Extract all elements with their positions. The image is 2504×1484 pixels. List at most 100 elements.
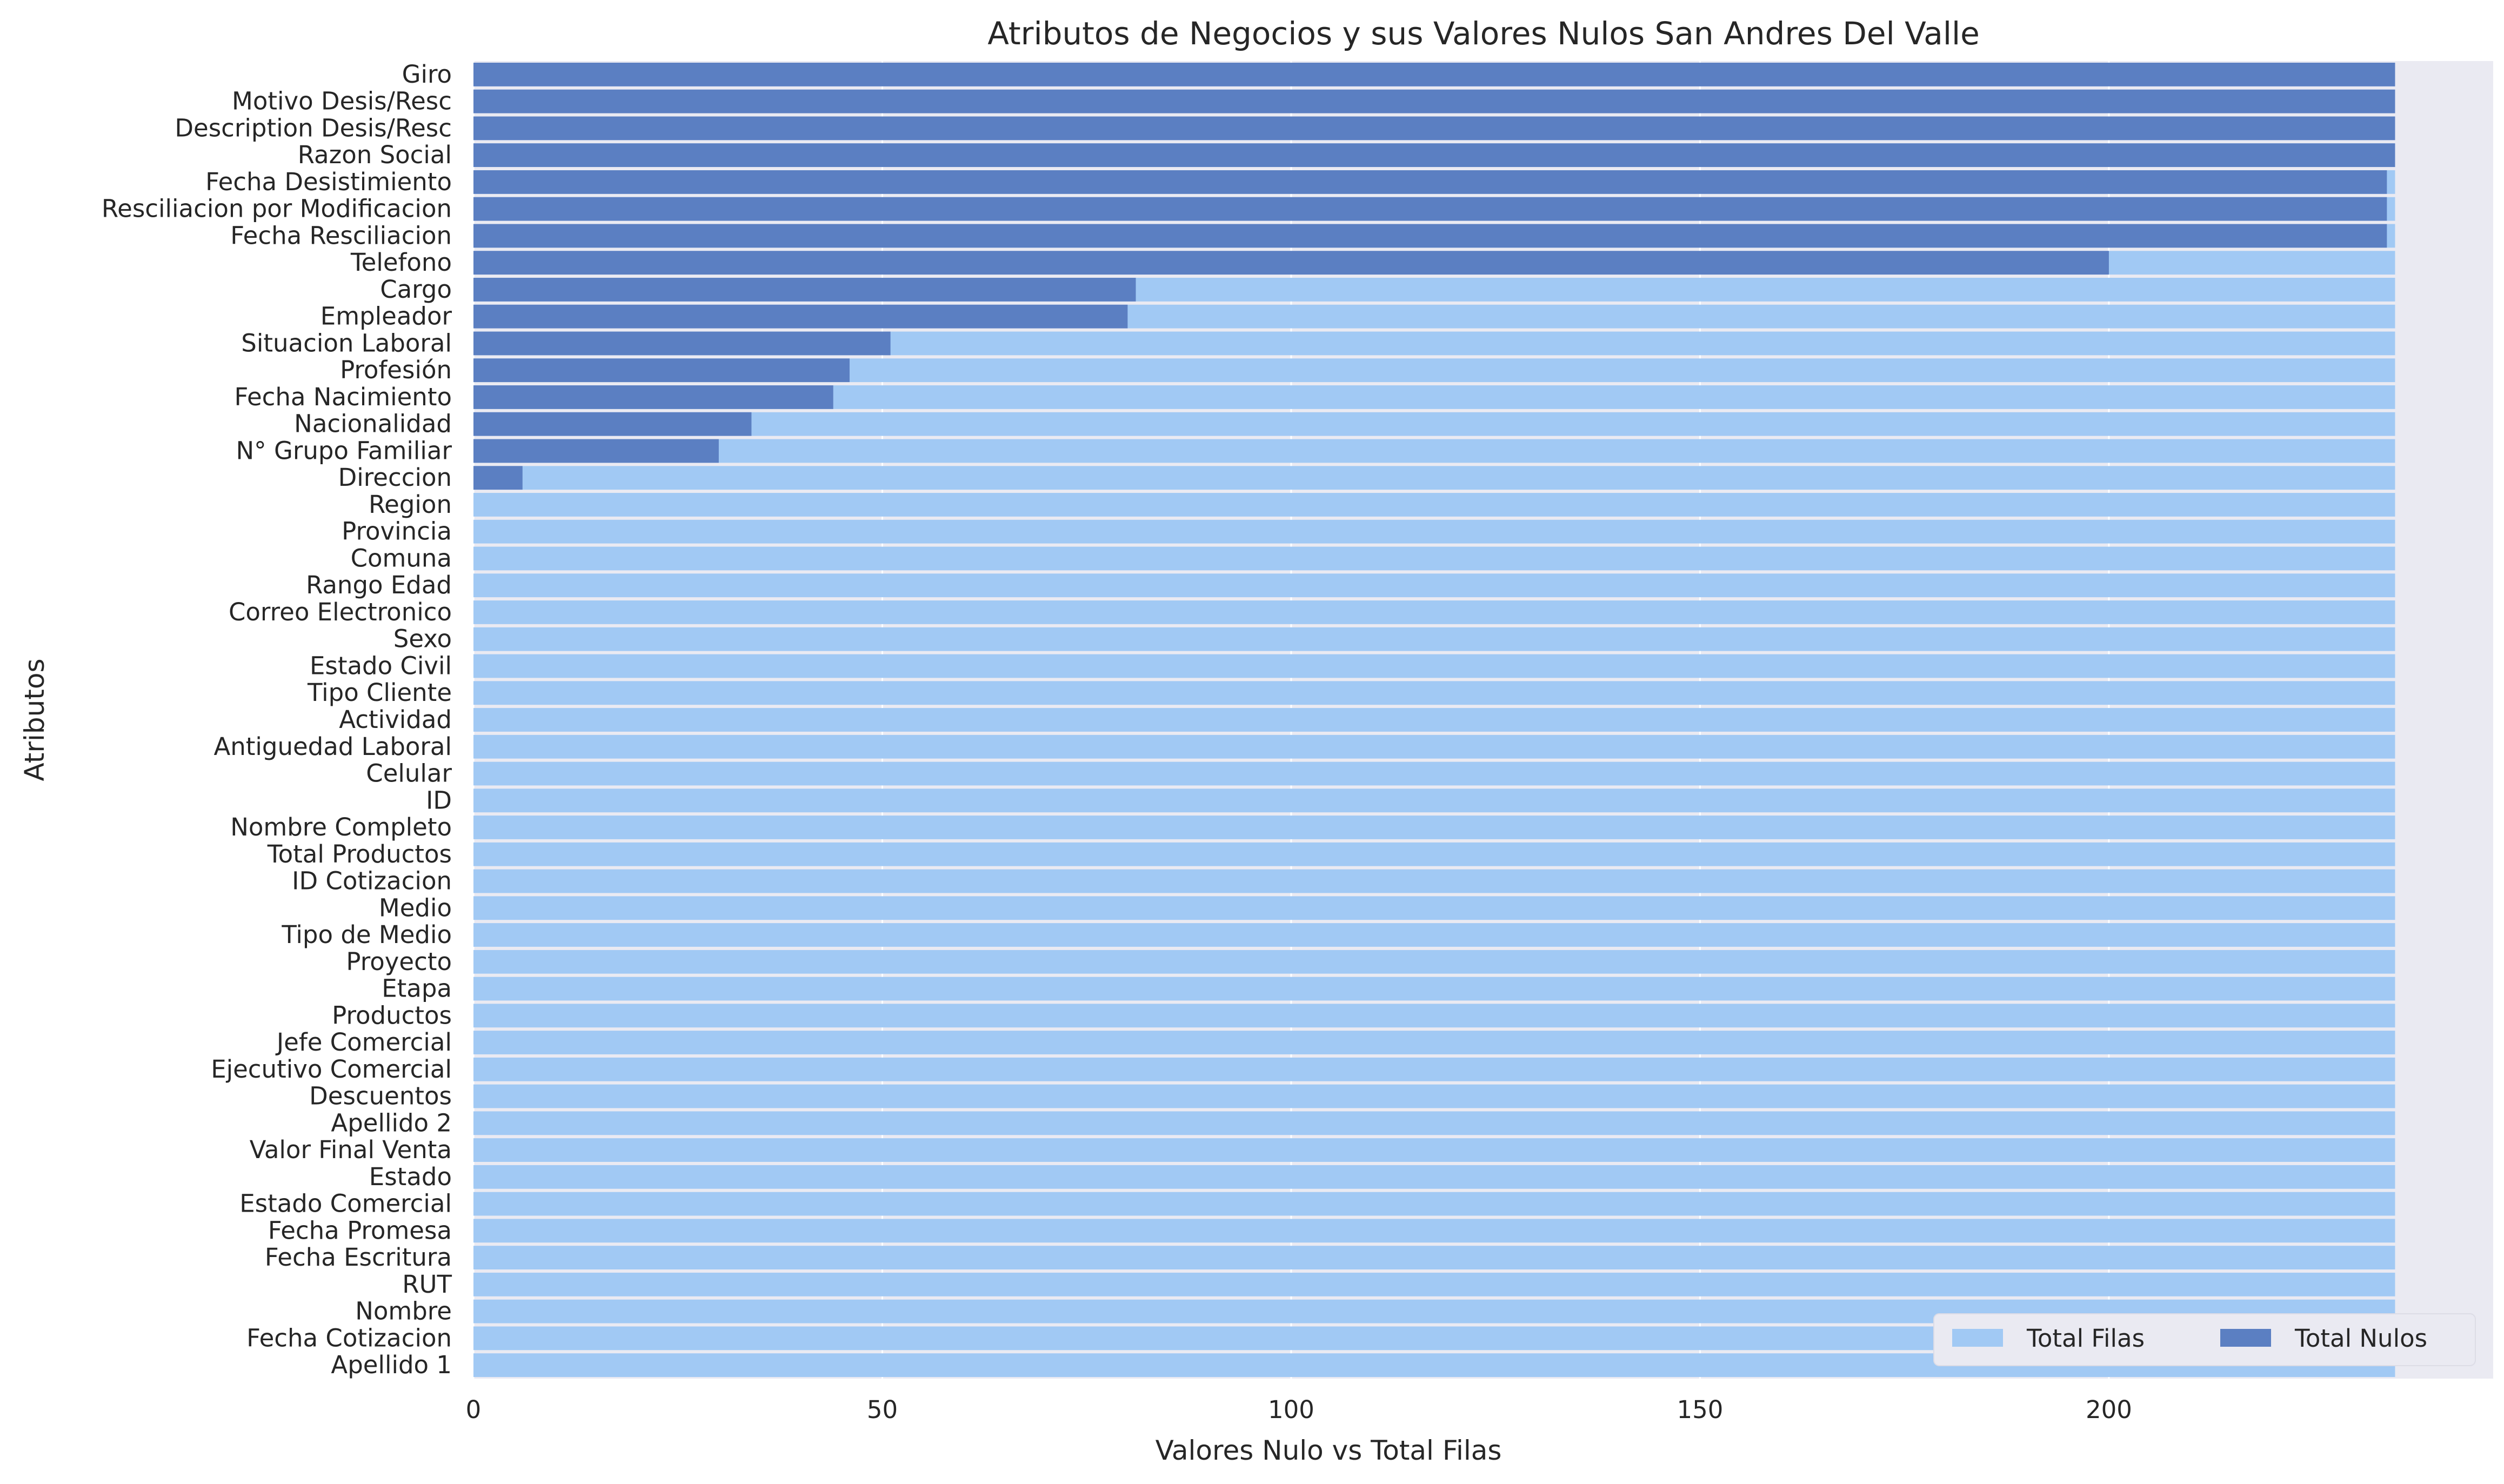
bar-total-filas-nombre-completo [473,815,2395,839]
bar-total-filas-medio [473,896,2395,920]
y-tick-label: Sexo [393,625,452,653]
y-tick-label: N° Grupo Familiar [236,436,452,465]
bar-total-filas-estado-civil [473,654,2395,678]
bar-total-filas-celular [473,761,2395,786]
y-tick-label: ID Cotizacion [292,867,452,895]
bar-total-filas-tipo-de-medio [473,923,2395,947]
y-tick-label: Fecha Resciliacion [230,221,452,250]
bar-total-nulos-giro [473,62,2395,86]
legend-swatch-total-filas [1952,1329,2003,1347]
y-tick-label: Direccion [338,463,452,492]
bar-total-filas-direccion [473,466,2395,490]
y-tick-label: Giro [402,60,452,89]
bar-total-nulos-resciliacion-por-modificacion [473,197,2387,221]
y-tick-label: Productos [332,1001,452,1030]
bar-total-nulos-description-desis-resc [473,116,2395,141]
y-tick-label: Fecha Promesa [268,1216,452,1245]
y-tick-label: Jefe Comercial [275,1028,452,1057]
bar-total-filas-estado [473,1165,2395,1189]
y-tick-label: Description Desis/Resc [175,113,452,142]
y-tick-label: Valor Final Venta [250,1135,452,1164]
y-tick-label: Proyecto [346,947,452,976]
bar-total-filas-productos [473,1004,2395,1028]
y-tick-label: Fecha Escritura [265,1243,452,1272]
y-tick-label: Celular [366,759,452,788]
bar-total-nulos-situacion-laboral [473,331,891,356]
bar-total-nulos-fecha-resciliacion [473,224,2387,248]
y-tick-label: Apellido 2 [331,1108,452,1137]
bar-total-filas-descuentos [473,1084,2395,1108]
y-tick-label: Ejecutivo Comercial [211,1055,452,1084]
bar-total-nulos-n-grupo-familiar [473,439,719,463]
bar-total-nulos-telefono [473,251,2109,275]
bar-total-filas-valor-final-venta [473,1138,2395,1162]
bar-total-nulos-razon-social [473,143,2395,168]
x-tick-label: 50 [867,1395,898,1424]
y-tick-label: Telefono [350,248,452,277]
y-tick-label: Nacionalidad [294,410,452,438]
y-tick-label: Tipo Cliente [307,678,452,707]
bar-total-nulos-profesion [473,358,850,383]
y-tick-label: Apellido 1 [331,1351,452,1379]
y-tick-label: Profesión [340,356,452,384]
y-tick-label: Comuna [351,544,452,572]
y-tick-label: Correo Electronico [229,598,452,626]
bar-total-filas-id [473,788,2395,813]
x-tick-label: 200 [2086,1395,2132,1424]
bar-total-filas-total-productos [473,842,2395,866]
y-tick-label: Empleador [320,302,452,331]
bar-total-filas-proyecto [473,950,2395,974]
bar-total-filas-jefe-comercial [473,1031,2395,1054]
bar-total-filas-correo-electronico [473,600,2395,624]
y-tick-label: Region [369,490,452,519]
bar-total-filas-comuna [473,546,2395,571]
bar-total-filas-rut [473,1272,2395,1296]
bar-total-nulos-nacionalidad [473,412,752,436]
bar-total-filas-region [473,493,2395,517]
bar-total-nulos-empleador [473,304,1128,329]
y-tick-label: Razon Social [298,141,452,169]
x-tick-labels: 0 50 100 150 200 [466,1395,2132,1424]
bar-total-filas-antiguedad-laboral [473,734,2395,759]
y-tick-label: Nombre [355,1297,452,1326]
y-tick-label: RUT [402,1270,452,1299]
y-axis-label: Atributos [19,658,50,781]
y-tick-label: Rango Edad [306,571,452,599]
y-tick-label: Fecha Desistimiento [205,168,452,196]
bar-total-filas-nacionalidad [473,412,2395,436]
legend: Total Filas Total Nulos [1933,1313,2476,1366]
legend-box [1933,1313,2476,1366]
bar-total-filas-estado-comercial [473,1192,2395,1216]
y-tick-label: Estado Civil [310,651,452,680]
bar-total-filas-fecha-escritura [473,1246,2395,1269]
bar-total-nulos-cargo [473,278,1136,302]
bar-total-nulos-direccion [473,466,523,490]
y-tick-label: Actividad [339,705,452,734]
y-tick-label: Total Productos [267,840,452,868]
bar-total-nulos-fecha-nacimiento [473,385,833,409]
y-tick-label: Motivo Desis/Resc [232,87,452,116]
legend-label-total-nulos: Total Nulos [2294,1324,2427,1353]
x-tick-label: 150 [1677,1395,1723,1424]
bar-total-filas-id-cotizacion [473,869,2395,893]
y-tick-label: ID [426,786,452,814]
y-tick-label: Etapa [382,974,452,1003]
y-tick-label: Estado Comercial [239,1189,452,1218]
bar-total-filas-rango-edad [473,573,2395,598]
y-tick-label: Tipo de Medio [281,920,452,949]
y-tick-label: Nombre Completo [230,813,452,841]
bars [473,62,2395,1378]
legend-swatch-total-nulos [2220,1329,2271,1347]
chart-title: Atributos de Negocios y sus Valores Nulo… [987,15,1980,52]
x-tick-label: 100 [1268,1395,1314,1424]
y-tick-label: Descuentos [309,1082,452,1111]
bar-total-filas-etapa [473,977,2395,1001]
bar-total-nulos-fecha-desistimiento [473,170,2387,194]
x-tick-label: 0 [466,1395,482,1424]
y-tick-label: Cargo [380,275,452,304]
y-tick-label: Situacion Laboral [241,329,452,357]
bar-total-filas-tipo-cliente [473,681,2395,705]
y-tick-label: Fecha Cotizacion [246,1323,452,1352]
x-axis-label: Valores Nulo vs Total Filas [1156,1435,1502,1466]
